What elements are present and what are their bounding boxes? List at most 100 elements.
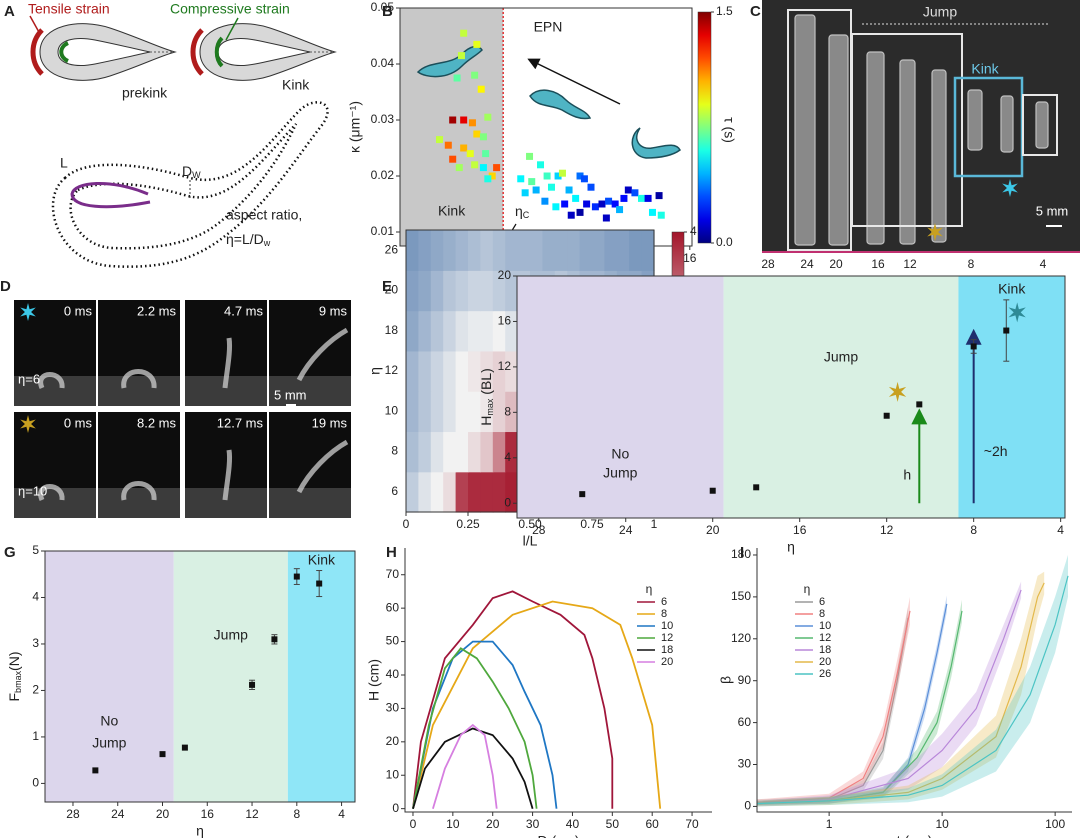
panel-label: D bbox=[0, 278, 11, 295]
x-axis-title: l/L bbox=[523, 533, 538, 549]
heat-cell bbox=[480, 230, 494, 271]
x-axis-title: t (ms) bbox=[897, 833, 933, 838]
heat-cell bbox=[604, 230, 618, 271]
heat-cell bbox=[505, 310, 519, 352]
x-tick-label: 8 bbox=[293, 807, 300, 821]
heat-cell bbox=[443, 391, 457, 433]
point bbox=[517, 175, 525, 183]
heat-cell bbox=[455, 230, 469, 271]
point bbox=[709, 487, 716, 494]
x-tick-label: 10 bbox=[446, 817, 460, 831]
heat-cell bbox=[468, 350, 481, 392]
point bbox=[249, 681, 256, 688]
label-part: w bbox=[263, 238, 271, 248]
label: aspect ratio, bbox=[226, 207, 302, 223]
y-tick-label: 0.02 bbox=[371, 168, 395, 182]
label: Kink bbox=[971, 61, 999, 77]
point bbox=[602, 214, 610, 222]
heat-cell bbox=[418, 391, 432, 433]
gel-rod bbox=[794, 14, 816, 246]
heat-cell bbox=[505, 471, 519, 513]
heat-cell bbox=[492, 310, 506, 352]
gel-rod bbox=[828, 34, 849, 246]
region-label: Jump bbox=[603, 465, 637, 481]
y-tick-label: 18 bbox=[385, 323, 399, 337]
heat-cell bbox=[430, 471, 444, 513]
gel bbox=[296, 439, 349, 494]
point bbox=[543, 172, 551, 180]
heat-cell bbox=[443, 471, 457, 513]
heat-cell bbox=[443, 431, 457, 473]
time-label: 0 ms bbox=[64, 415, 93, 430]
arrow-line bbox=[527, 58, 621, 105]
label-part: η=L/D bbox=[226, 231, 264, 247]
heat-cell bbox=[443, 270, 457, 312]
star-icon bbox=[20, 303, 36, 321]
point bbox=[466, 150, 474, 158]
time-label: 0 ms bbox=[64, 303, 93, 318]
heat-cell bbox=[406, 350, 419, 392]
heat-cell bbox=[406, 391, 419, 433]
plot-frame bbox=[516, 275, 1066, 519]
arrow-label: h bbox=[903, 467, 911, 483]
legend-label: 10 bbox=[661, 620, 673, 632]
panel-label: B bbox=[382, 3, 393, 20]
tensile-arc bbox=[190, 28, 204, 76]
x-tick-label: 20 bbox=[486, 817, 500, 831]
x-tick-label: 16 bbox=[201, 807, 215, 821]
y-tick-label: 0.01 bbox=[371, 224, 395, 238]
series-line bbox=[412, 727, 534, 809]
gel bbox=[38, 372, 65, 390]
x-tick-label: 16 bbox=[793, 523, 807, 537]
heat-cell bbox=[468, 471, 481, 513]
error-band bbox=[757, 596, 910, 805]
x-tick-label: 40 bbox=[566, 817, 580, 831]
heat-cell bbox=[616, 230, 630, 271]
y-tick-label: 20 bbox=[386, 734, 400, 748]
y-tick-label: 150 bbox=[731, 589, 751, 603]
point bbox=[583, 200, 591, 208]
legend-label: 6 bbox=[819, 596, 825, 608]
colorbar bbox=[697, 11, 712, 244]
floor bbox=[269, 376, 351, 406]
label: prekink bbox=[122, 85, 168, 101]
heat-cell bbox=[517, 230, 531, 271]
point bbox=[181, 744, 188, 751]
gel-rod bbox=[1035, 101, 1049, 149]
point bbox=[580, 175, 588, 183]
star-icon bbox=[1008, 302, 1026, 323]
heat-cell bbox=[406, 310, 419, 352]
heat-cell bbox=[492, 270, 506, 312]
point bbox=[561, 200, 569, 208]
y-tick-label: 0 bbox=[504, 495, 511, 509]
gel bbox=[121, 369, 157, 389]
star-icon bbox=[888, 381, 907, 402]
point bbox=[576, 172, 584, 180]
box bbox=[851, 33, 963, 227]
y-tick-label: 20 bbox=[385, 283, 399, 297]
gel-rod bbox=[967, 89, 983, 151]
point bbox=[616, 206, 624, 214]
point bbox=[453, 74, 461, 82]
y-tick-label: 26 bbox=[385, 242, 399, 256]
heat-cell bbox=[443, 350, 457, 392]
point bbox=[488, 172, 496, 180]
heat-cell bbox=[418, 310, 432, 352]
heat-cell bbox=[468, 270, 481, 312]
x-tick-label: 24 bbox=[619, 523, 633, 537]
y-axis-title-part: max bbox=[485, 398, 495, 416]
worm-outline bbox=[51, 101, 329, 268]
y-tick-label: 0 bbox=[744, 799, 751, 813]
series-line bbox=[412, 640, 558, 809]
series-line bbox=[756, 589, 1022, 805]
point bbox=[473, 130, 481, 138]
y-tick-label: 8 bbox=[391, 444, 398, 458]
y-tick-label: 40 bbox=[386, 667, 400, 681]
heat-cell bbox=[480, 471, 494, 513]
heat-cell bbox=[455, 270, 469, 312]
heat-cell bbox=[592, 230, 605, 271]
series-line bbox=[412, 600, 662, 809]
region bbox=[517, 276, 724, 518]
colorbar-tick-label: 0.0 bbox=[716, 235, 733, 249]
heat-cell bbox=[430, 431, 444, 473]
